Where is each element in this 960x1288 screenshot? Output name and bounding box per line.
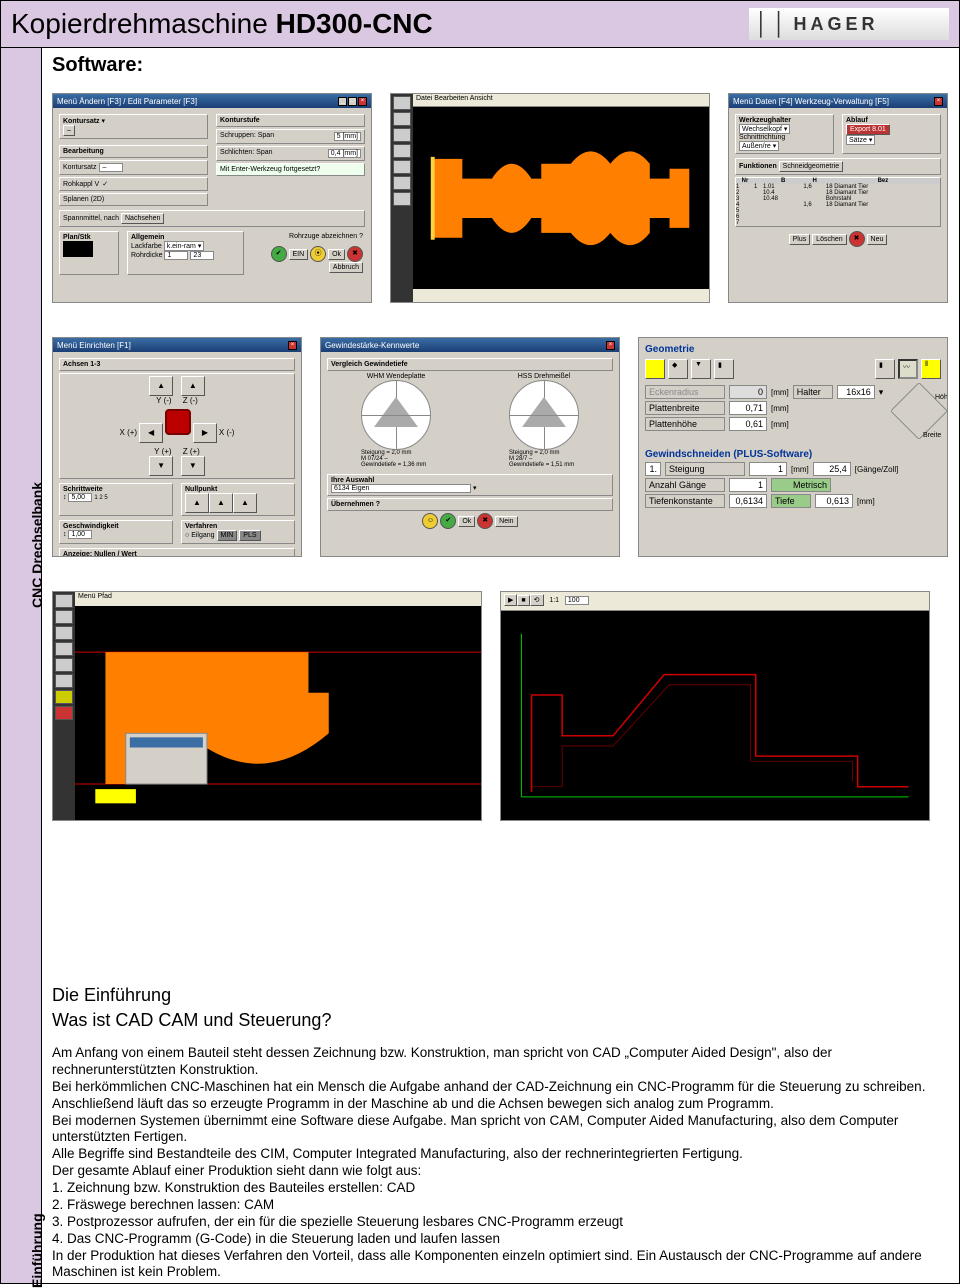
cancel-icon[interactable]: ✖ xyxy=(347,246,363,262)
gallery-row-2: Menü Einrichten [F1]× Achsen 1-3 ▲ ▲ Y (… xyxy=(52,337,949,557)
tool-icon[interactable] xyxy=(393,144,411,158)
screenshot-thread-compare: Gewindestärke-Kennwerte× Vergleich Gewin… xyxy=(320,337,620,557)
window-titlebar: Menü Daten [F4] Werkzeug-Verwaltung [F5]… xyxy=(729,94,947,108)
tool-icon[interactable] xyxy=(393,176,411,190)
intro-subheading: Was ist CAD CAM und Steuerung? xyxy=(52,1009,949,1032)
close-icon[interactable]: × xyxy=(358,97,367,106)
min-icon[interactable]: _ xyxy=(338,97,347,106)
window-titlebar: Menü Ändern [F3] / Edit Parameter [F3] _… xyxy=(53,94,371,108)
screenshot-cam-view-1: Menü Pfad xyxy=(52,591,482,821)
x-plus-button[interactable]: ◀ xyxy=(139,423,163,443)
tool-icon[interactable] xyxy=(55,610,73,624)
intro-heading: Die Einführung xyxy=(52,984,949,1007)
dialog-body: Kontursatz ▾– Bearbeitung Kontursatz– Ro… xyxy=(53,108,371,281)
brand-logo: ││HAGER xyxy=(749,8,949,40)
content-area: Software: Menü Ändern [F3] / Edit Parame… xyxy=(42,48,960,1284)
close-icon[interactable]: × xyxy=(934,97,943,106)
tool-icon[interactable] xyxy=(393,192,411,206)
intro-body: Am Anfang von einem Bauteil steht dessen… xyxy=(52,1045,949,1281)
ok-icon[interactable]: ✔ xyxy=(271,246,287,262)
x-minus-button[interactable]: ▶ xyxy=(193,423,217,443)
screenshot-cam-view-2: ▶■⟲ 1:1 100 xyxy=(500,591,930,821)
tool-icon[interactable] xyxy=(393,128,411,142)
toolbar-left xyxy=(53,592,75,820)
max-icon[interactable]: □ xyxy=(348,97,357,106)
title-model: HD300-CNC xyxy=(276,8,433,39)
screenshot-axis-jog: Menü Einrichten [F1]× Achsen 1-3 ▲ ▲ Y (… xyxy=(52,337,302,557)
page-title: Kopierdrehmaschine HD300-CNC xyxy=(11,8,433,40)
tool-icon[interactable] xyxy=(55,626,73,640)
title-prefix: Kopierdrehmaschine xyxy=(11,8,276,39)
screenshot-parameter-dialog: Menü Ändern [F3] / Edit Parameter [F3] _… xyxy=(52,93,372,303)
reticle-right xyxy=(509,380,579,450)
ja-icon[interactable]: ⦿ xyxy=(310,246,326,262)
tool-icon[interactable] xyxy=(55,690,73,704)
intro-text-block: Die Einführung Was ist CAD CAM und Steue… xyxy=(52,978,949,1281)
close-icon[interactable]: × xyxy=(606,341,615,350)
tool-icon[interactable] xyxy=(55,674,73,688)
close-icon[interactable]: × xyxy=(288,341,297,350)
toolbar-left xyxy=(391,94,413,302)
no-icon[interactable]: ✖ xyxy=(477,513,493,529)
stop-button[interactable] xyxy=(165,409,191,435)
screenshot-geometry-panel: Geometrie ◆ ▼ ▮ ▮ 〰 ⦀ Eckenradius0[mm] xyxy=(638,337,948,557)
y-plus-button[interactable]: ▼ xyxy=(149,456,173,476)
screenshot-gallery: Menü Ändern [F3] / Edit Parameter [F3] _… xyxy=(42,87,959,827)
svg-text:Höhe: Höhe xyxy=(935,394,947,401)
cancel-icon[interactable]: ✖ xyxy=(849,231,865,247)
gallery-row-1: Menü Ändern [F3] / Edit Parameter [F3] _… xyxy=(52,93,949,303)
tool-icon[interactable] xyxy=(55,642,73,656)
tool-icon[interactable] xyxy=(55,658,73,672)
page-header: Kopierdrehmaschine HD300-CNC ││HAGER xyxy=(0,0,960,48)
ok-icon[interactable]: ✔ xyxy=(440,513,456,529)
section-label: Software: xyxy=(42,48,959,87)
tool-icon[interactable] xyxy=(393,96,411,110)
gallery-row-3: Menü Pfad xyxy=(52,591,949,821)
reticle-left xyxy=(361,380,431,450)
z-plus-button[interactable]: ▼ xyxy=(181,456,205,476)
svg-text:Breite: Breite xyxy=(923,432,941,439)
screenshot-tool-list: Menü Daten [F4] Werkzeug-Verwaltung [F5]… xyxy=(728,93,948,303)
smile-icon: ☺ xyxy=(422,513,438,529)
screenshot-cnc-profile: Datei Bearbeiten Ansicht xyxy=(390,93,710,303)
cnc-canvas xyxy=(413,107,709,290)
z-minus-button[interactable]: ▲ xyxy=(181,376,205,396)
tool-icon[interactable] xyxy=(55,706,73,720)
y-minus-button[interactable]: ▲ xyxy=(149,376,173,396)
tool-icon[interactable] xyxy=(55,594,73,608)
left-sidebar: CNC Drechselbank Einführung xyxy=(0,48,42,1284)
tool-icon[interactable] xyxy=(393,160,411,174)
tool-icon[interactable] xyxy=(393,112,411,126)
